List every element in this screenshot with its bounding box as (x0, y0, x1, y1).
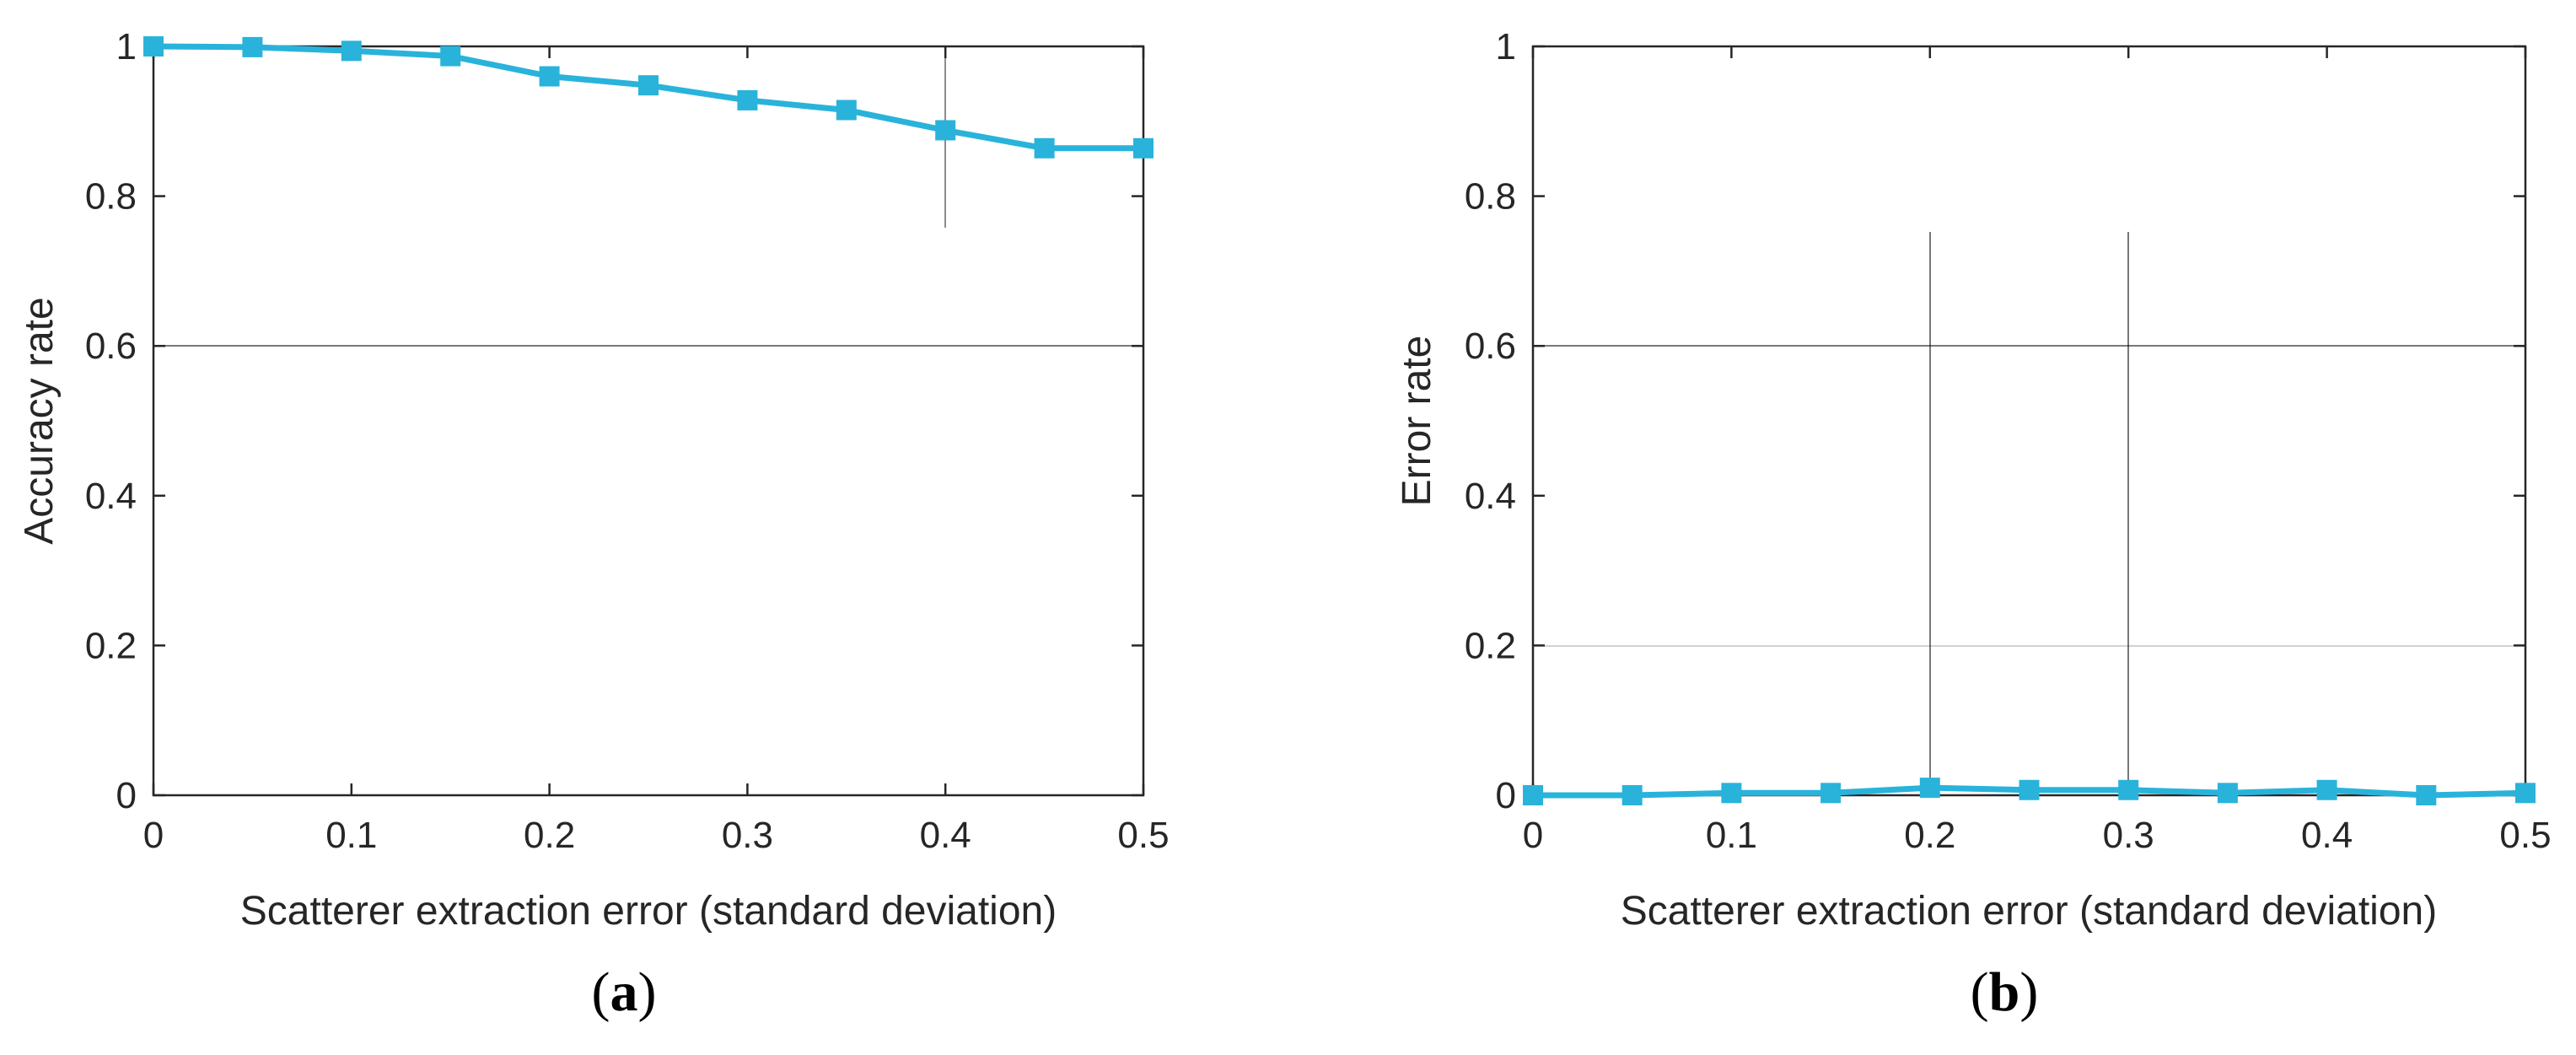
y-tick-label: 0.4 (1465, 476, 1516, 517)
x-axis-label: Scatterer extraction error (standard dev… (240, 889, 1057, 934)
data-point-marker (2118, 779, 2139, 800)
x-tick-label: 0.4 (920, 815, 971, 856)
data-point-marker (539, 66, 560, 87)
y-tick-label: 0 (1496, 775, 1516, 816)
data-point-marker (440, 46, 461, 67)
x-tick-label: 0.2 (524, 815, 575, 856)
data-point-marker (1820, 783, 1842, 804)
y-axis-label: Error rate (1395, 336, 1439, 507)
y-tick-label: 0.6 (85, 326, 137, 367)
x-tick-label: 0.2 (1904, 815, 1955, 856)
plot-area-frame (152, 45, 1145, 797)
x-ticks: 0 0.1 0.2 0.3 0.4 0.5 (143, 46, 1170, 856)
data-point-marker (1034, 137, 1055, 159)
x-tick-label: 0.5 (2499, 815, 2551, 856)
data-point-marker (2416, 785, 2437, 805)
y-tick-label: 0.2 (85, 625, 137, 666)
x-tick-label: 0.4 (2301, 815, 2353, 856)
data-point-marker (737, 89, 758, 110)
data-point-marker (1621, 785, 1643, 805)
y-tick-label: 0.4 (85, 476, 137, 517)
y-tick-label: 0.8 (1465, 176, 1516, 218)
x-tick-label: 0.1 (325, 815, 377, 856)
y-tick-label: 0.2 (1465, 625, 1516, 666)
data-point-marker (638, 75, 659, 96)
data-point-marker (1721, 783, 1742, 804)
x-tick-label: 0.1 (1706, 815, 1757, 856)
x-tick-label: 0.3 (2103, 815, 2154, 856)
x-ticks: 0 0.1 0.2 0.3 0.4 0.5 (1523, 46, 2552, 856)
y-tick-label: 0.8 (85, 176, 137, 218)
x-axis-label: Scatterer extraction error (standard dev… (1621, 889, 2437, 934)
data-point-marker (1919, 778, 1940, 799)
data-point-marker (2515, 783, 2536, 804)
y-tick-label: 0 (116, 775, 137, 816)
y-tick-label: 1 (1496, 26, 1516, 67)
data-point-marker (1523, 785, 1543, 805)
y-ticks: 0 0.2 0.4 0.6 0.8 1 (85, 26, 1143, 816)
data-point-marker (341, 40, 362, 62)
y-tick-label: 1 (116, 26, 137, 67)
data-point-marker (242, 36, 263, 57)
chart-panel-b: 0 0.2 0.4 0.6 0.8 1 0 0.1 0.2 0.3 0.4 0.5 Scattere… (1395, 26, 2552, 1023)
x-tick-label: 0.5 (1117, 815, 1169, 856)
data-point-marker (836, 100, 857, 121)
y-tick-label: 0.6 (1465, 326, 1516, 367)
x-tick-label: 0 (1523, 815, 1543, 856)
chart-panel-a: 0 0.2 0.4 0.6 0.8 1 0 0.1 0.2 0.3 0.4 0.5 Scattere… (17, 26, 1170, 1023)
data-point-marker (2217, 783, 2238, 804)
series-accuracy (143, 36, 1154, 159)
data-point-marker (2019, 779, 2040, 800)
y-axis-label: Accuracy rate (17, 297, 62, 544)
x-tick-label: 0 (143, 815, 164, 856)
data-point-marker (935, 120, 956, 141)
data-point-marker (143, 36, 164, 57)
plot-area-frame (1531, 45, 2527, 797)
y-ticks: 0 0.2 0.4 0.6 0.8 1 (1465, 26, 2525, 816)
x-tick-label: 0.3 (722, 815, 773, 856)
data-point-marker (1133, 137, 1154, 159)
series-error (1523, 778, 2536, 805)
series-line (153, 43, 1143, 152)
panel-label-b: (b) (1971, 961, 2039, 1023)
data-point-marker (2316, 779, 2337, 800)
panel-label-a: (a) (592, 961, 657, 1023)
